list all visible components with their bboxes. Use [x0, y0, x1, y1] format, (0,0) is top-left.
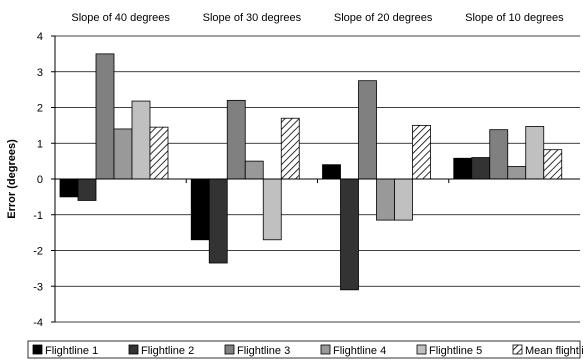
- bar: [376, 178, 395, 221]
- category-labels: Slope of 40 degrees Slope of 30 degrees Sl…: [71, 12, 564, 24]
- category-label: Slope of 30 degrees: [203, 12, 302, 24]
- legend-swatch: [224, 344, 235, 355]
- bar: [77, 178, 97, 201]
- bar: [471, 157, 491, 180]
- bar: [340, 178, 359, 291]
- legend-label: Flightline 5: [429, 345, 482, 357]
- bar: [190, 178, 210, 241]
- legend-label: Flightline 4: [333, 345, 386, 357]
- y-tick-label: 1: [37, 138, 43, 150]
- bar: [543, 149, 563, 180]
- bar: [394, 178, 413, 221]
- axes-group: [51, 35, 580, 323]
- bar: [525, 126, 545, 180]
- legend-swatch: [512, 344, 523, 355]
- bar: [226, 99, 246, 180]
- bar: [262, 178, 282, 241]
- legend-swatch: [32, 344, 43, 355]
- bar: [507, 166, 527, 180]
- y-tick-label: 3: [37, 67, 43, 79]
- category-label: Slope of 40 degrees: [71, 12, 170, 24]
- y-tick-labels: 4 3 2 1 0 -1 -2 -3 -4: [33, 31, 43, 329]
- y-tick-label: 0: [37, 174, 43, 186]
- bar: [280, 117, 300, 180]
- y-tick-label: -4: [33, 317, 43, 329]
- bar: [244, 160, 264, 180]
- bar: [149, 126, 169, 180]
- bar: [358, 80, 377, 180]
- y-tick-label: -3: [33, 281, 43, 293]
- legend-label: Flightline 3: [237, 345, 290, 357]
- legend-label: Flightline 1: [45, 345, 98, 357]
- bar: [412, 124, 431, 180]
- legend: Flightline 1 Flightline 2 Flightline 3 Flig…: [27, 340, 584, 359]
- category-label: Slope of 20 degrees: [334, 12, 433, 24]
- bar: [59, 178, 79, 198]
- legend-label: Mean flightline error: [525, 345, 584, 357]
- bar: [95, 53, 115, 180]
- legend-box: [27, 340, 581, 359]
- bar: [322, 164, 341, 180]
- legend-swatch: [128, 344, 139, 355]
- category-label: Slope of 10 degrees: [465, 12, 564, 24]
- y-tick-label: 4: [37, 31, 43, 43]
- bars-group: [59, 53, 563, 291]
- bar: [113, 128, 133, 180]
- bar: [489, 129, 509, 180]
- y-tick-label: -2: [33, 246, 43, 258]
- bar: [453, 157, 473, 180]
- legend-swatch: [416, 344, 427, 355]
- y-axis-label: Error (degrees): [6, 139, 18, 219]
- legend-label: Flightline 2: [141, 345, 194, 357]
- bar: [131, 100, 151, 180]
- legend-swatch: [320, 344, 331, 355]
- bar: [208, 178, 228, 264]
- y-tick-label: 2: [37, 103, 43, 115]
- y-tick-label: -1: [33, 210, 43, 222]
